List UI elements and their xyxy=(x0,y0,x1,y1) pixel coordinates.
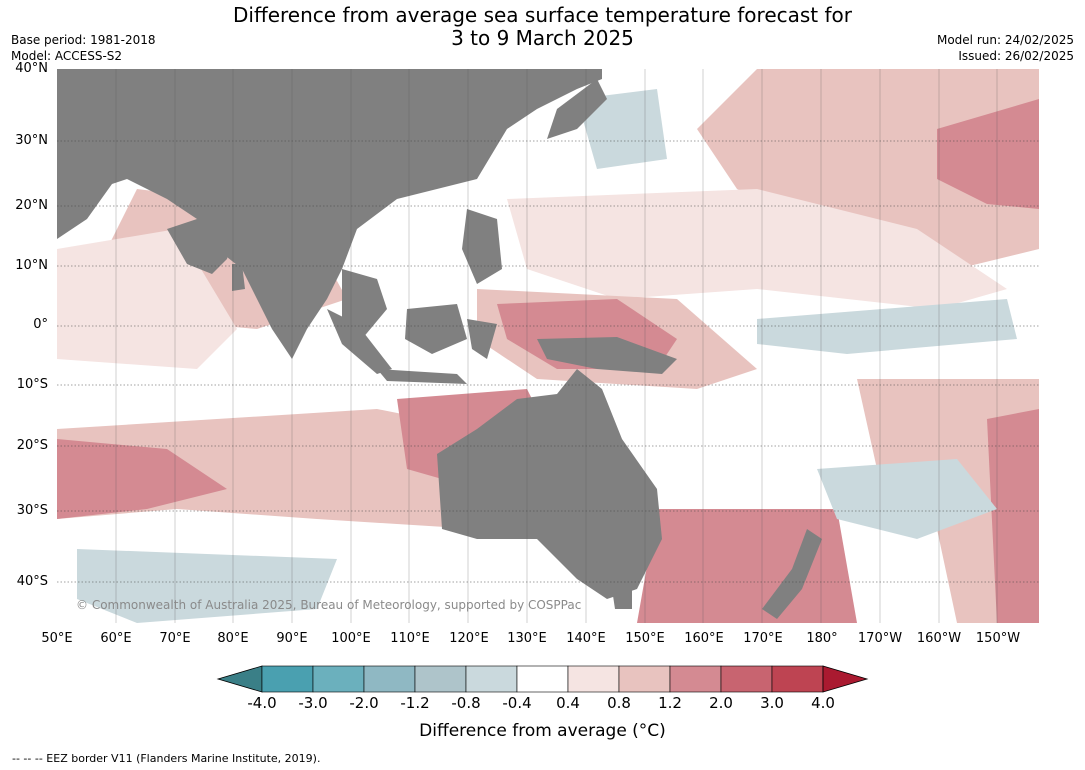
colorbar xyxy=(216,665,869,693)
model-run-date: Model run: 24/02/2025 xyxy=(936,33,1074,47)
colorbar-bin xyxy=(720,665,773,693)
land-masses xyxy=(57,69,822,619)
lon-label-100e: 100°E xyxy=(331,631,371,646)
land-new-guinea xyxy=(537,337,677,374)
colorbar-tick-label: 2.0 xyxy=(709,694,733,712)
lat-label-30n: 30°N xyxy=(15,133,48,148)
lon-label-90e: 90°E xyxy=(276,631,308,646)
cool-patch-equatorial-pacific xyxy=(757,299,1017,354)
land-tasmania xyxy=(612,587,632,609)
lat-label-30s: 30°S xyxy=(16,503,48,518)
colorbar-tick-label: -1.2 xyxy=(400,694,430,712)
cool-patch-south-pacific xyxy=(817,459,997,539)
lon-label-130e: 130°E xyxy=(507,631,547,646)
lon-label-170e: 170°E xyxy=(743,631,783,646)
lat-label-20s: 20°S xyxy=(16,438,48,453)
colorbar-bin xyxy=(312,665,365,693)
colorbar-tick-label: 3.0 xyxy=(760,694,784,712)
warm-patch-sw-indian xyxy=(57,439,227,519)
colorbar-tick-label: -2.0 xyxy=(349,694,379,712)
lat-label-40s: 40°S xyxy=(16,574,48,589)
land-asia xyxy=(57,69,602,359)
lon-label-180: 180° xyxy=(806,631,838,646)
warm-patch-ne-pacific-strong xyxy=(937,99,1039,209)
colorbar-tick-label: 0.4 xyxy=(556,694,580,712)
land-philippines xyxy=(462,209,502,284)
run-info: Model run: 24/02/2025 Issued: 26/02/2025 xyxy=(937,32,1074,64)
latitude-grid xyxy=(57,140,1039,583)
colorbar-tick-label: -0.4 xyxy=(502,694,532,712)
lon-label-140e: 140°E xyxy=(566,631,606,646)
land-australia xyxy=(437,369,662,599)
colorbar-bin xyxy=(669,665,722,693)
colorbar-bin xyxy=(771,665,824,693)
colorbar-arrow-low xyxy=(216,665,263,693)
colorbar-arrow-high xyxy=(822,665,869,693)
colorbar-tick-label: 0.8 xyxy=(607,694,631,712)
lat-label-40n: 40°N xyxy=(15,61,48,76)
land-sumatra xyxy=(327,309,392,374)
lat-label-0: 0° xyxy=(33,317,48,332)
title-line-1: Difference from average sea surface temp… xyxy=(232,3,852,27)
land-sri-lanka xyxy=(232,264,245,291)
warm-patch-se-pacific-strong xyxy=(987,409,1039,623)
land-borneo xyxy=(405,304,467,354)
colorbar-bin xyxy=(618,665,671,693)
issued-date: Issued: 26/02/2025 xyxy=(958,49,1074,63)
lon-label-120e: 120°E xyxy=(449,631,489,646)
eez-border-note: -- -- -- EEZ border V11 (Flanders Marine… xyxy=(12,752,321,765)
cool-patch-west-pacific-north xyxy=(577,89,667,169)
land-indochina xyxy=(342,269,387,339)
colorbar-bin xyxy=(465,665,518,693)
land-japan xyxy=(547,79,607,139)
lon-label-70e: 70°E xyxy=(159,631,191,646)
lat-label-20n: 20°N xyxy=(15,198,48,213)
land-sulawesi xyxy=(467,319,497,359)
lon-label-110e: 110°E xyxy=(390,631,430,646)
model-info: Base period: 1981-2018 Model: ACCESS-S2 xyxy=(11,32,156,64)
colorbar-label: Difference from average (°C) xyxy=(419,721,666,741)
lon-label-50e: 50°E xyxy=(41,631,73,646)
lon-label-150w: 150°W xyxy=(975,631,1021,646)
colorbar-tick-label: -0.8 xyxy=(451,694,481,712)
colorbar-tick-label: -3.0 xyxy=(298,694,328,712)
land-india xyxy=(167,219,232,274)
sst-anomaly-map xyxy=(57,69,1039,623)
copyright-notice: © Commonwealth of Australia 2025, Bureau… xyxy=(76,598,582,612)
map-title: Difference from average sea surface temp… xyxy=(0,4,1085,50)
colorbar-bin xyxy=(414,665,467,693)
colorbar-tick-label: 4.0 xyxy=(811,694,835,712)
lon-label-160w: 160°W xyxy=(916,631,962,646)
cool-patch-south-indian xyxy=(77,549,337,623)
warm-patch-central-pacific-north xyxy=(507,189,1007,309)
land-java xyxy=(377,369,467,384)
model-name: Model: ACCESS-S2 xyxy=(11,49,123,63)
colorbar-bins xyxy=(216,665,869,693)
land-new-zealand xyxy=(762,529,822,619)
colorbar-tick-label: -4.0 xyxy=(247,694,277,712)
colorbar-bin xyxy=(567,665,620,693)
warm-patch-tasman xyxy=(637,509,857,623)
colorbar-tick-label: 1.2 xyxy=(658,694,682,712)
lon-label-60e: 60°E xyxy=(100,631,132,646)
base-period: Base period: 1981-2018 xyxy=(11,33,156,47)
title-line-2: 3 to 9 March 2025 xyxy=(451,26,634,50)
colorbar-bin xyxy=(261,665,314,693)
longitude-grid xyxy=(115,69,998,623)
lon-label-80e: 80°E xyxy=(217,631,249,646)
lon-label-150e: 150°E xyxy=(625,631,665,646)
lat-label-10s: 10°S xyxy=(16,377,48,392)
colorbar-bin xyxy=(363,665,416,693)
warm-patch-north-pacific xyxy=(697,69,1039,269)
colorbar-bin xyxy=(516,665,569,693)
lon-label-160e: 160°E xyxy=(684,631,724,646)
lat-label-10n: 10°N xyxy=(15,258,48,273)
lon-label-170w: 170°W xyxy=(857,631,903,646)
